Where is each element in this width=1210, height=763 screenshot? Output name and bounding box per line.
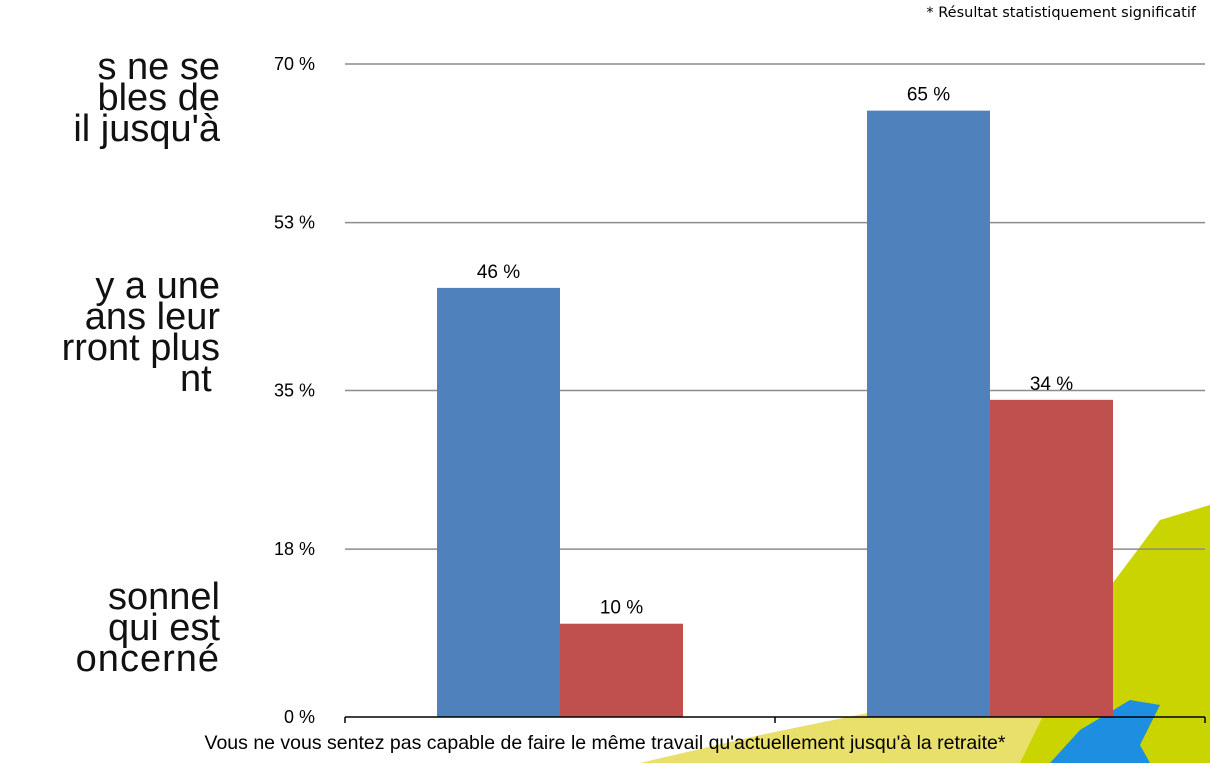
data-label: 34 % (1030, 374, 1073, 395)
bar (437, 287, 560, 717)
left-text-line-4: y a une (95, 265, 220, 307)
data-label: 65 % (907, 85, 950, 106)
bar (990, 399, 1113, 717)
left-text-line-5: ans leur (84, 296, 220, 338)
left-text-line-9: qui est (108, 607, 220, 649)
left-text-line-1: s ne se (97, 46, 220, 88)
y-tick-label: 18 % (274, 539, 315, 559)
y-tick-label: 35 % (274, 381, 315, 401)
category-label: Vous ne vous sentez pas capable de faire… (204, 732, 1006, 754)
y-tick-label: 53 % (274, 213, 315, 233)
y-tick-label: 70 % (274, 54, 315, 74)
bar (560, 623, 683, 717)
left-text-line-2: bles de (97, 77, 220, 119)
left-text-line-7: nt (180, 358, 212, 400)
data-label: 10 % (600, 598, 643, 619)
left-text-line-8: sonnel (108, 576, 220, 618)
y-tick-label: 0 % (284, 707, 315, 727)
left-text-line-10: oncerné (75, 638, 220, 680)
left-text-line-3: il jusqu'à (73, 108, 220, 150)
data-label: 46 % (477, 262, 520, 283)
left-text-line-6: rront plus (61, 327, 220, 369)
bar (867, 110, 990, 717)
significance-note: * Résultat statistiquement significatif (926, 5, 1196, 21)
deco-blue-shape (1050, 700, 1160, 763)
